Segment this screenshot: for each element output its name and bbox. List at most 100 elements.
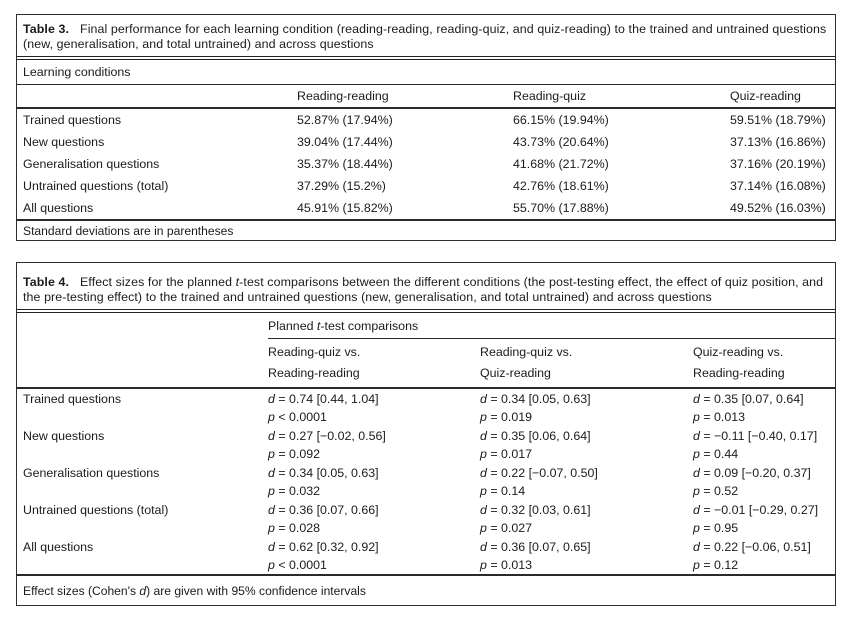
stat-cell: d = 0.27 [−0.02, 0.56] p = 0.092 xyxy=(268,427,480,463)
row-label: New questions xyxy=(23,429,105,443)
header-line1: Reading-quiz vs. xyxy=(268,345,361,359)
p-value: = 0.013 xyxy=(699,410,746,424)
table-row: Trained questions d = 0.74 [0.44, 1.04] … xyxy=(17,389,835,426)
table4-header-comparison-3: Quiz-reading vs. Reading-reading xyxy=(693,342,835,387)
d-symbol: d xyxy=(480,429,487,443)
d-line: d = −0.11 [−0.40, 0.17] xyxy=(693,427,835,445)
d-symbol: d xyxy=(268,540,275,554)
table3-group-header: Learning conditions xyxy=(23,65,131,79)
table4-header-comparison-1: Reading-quiz vs. Reading-reading xyxy=(268,342,480,387)
table4-spanner-underline xyxy=(268,338,835,339)
p-value: = 0.027 xyxy=(486,521,533,535)
p-value: = 0.95 xyxy=(699,521,739,535)
p-symbol: p xyxy=(480,447,487,461)
d-line: d = 0.22 [−0.07, 0.50] xyxy=(480,464,693,482)
p-symbol: p xyxy=(268,447,275,461)
d-value: = 0.35 [0.06, 0.64] xyxy=(486,429,591,443)
stat-cell: d = 0.36 [0.07, 0.65] p = 0.013 xyxy=(480,538,693,574)
p-value: = 0.52 xyxy=(699,484,739,498)
footnote-text-pre: Effect sizes (Cohen's xyxy=(23,584,140,598)
table3-panel: Table 3. Final performance for each learn… xyxy=(16,14,836,241)
d-symbol: d xyxy=(480,540,487,554)
d-symbol: d xyxy=(693,540,700,554)
p-value: = 0.44 xyxy=(699,447,739,461)
d-symbol: d xyxy=(268,503,275,517)
header-line2: Reading-reading xyxy=(268,366,360,380)
d-symbol: d xyxy=(693,503,700,517)
p-value: = 0.032 xyxy=(274,484,321,498)
row-label: Trained questions xyxy=(23,392,122,406)
p-symbol: p xyxy=(693,484,700,498)
d-symbol: d xyxy=(693,466,700,480)
stat-cell: d = 0.09 [−0.20, 0.37] p = 0.52 xyxy=(693,464,835,500)
stat-cell: d = 0.35 [0.06, 0.64] p = 0.017 xyxy=(480,427,693,463)
stat-cell: d = 0.32 [0.03, 0.61] p = 0.027 xyxy=(480,501,693,537)
table-row: New questions 39.04% (17.44%) 43.73% (20… xyxy=(17,131,835,153)
stat-cell: d = 0.22 [−0.07, 0.50] p = 0.14 xyxy=(480,464,693,500)
p-value: = 0.12 xyxy=(699,558,739,572)
cell-value: 59.51% (18.79%) xyxy=(730,113,826,127)
p-symbol: p xyxy=(693,521,700,535)
table4-header-empty xyxy=(23,342,268,387)
p-symbol: p xyxy=(480,521,487,535)
cell-value: 52.87% (17.94%) xyxy=(297,113,393,127)
cell-value: 49.52% (16.03%) xyxy=(730,201,826,215)
d-value: = −0.11 [−0.40, 0.17] xyxy=(699,429,818,443)
d-value: = 0.22 [−0.07, 0.50] xyxy=(486,466,598,480)
d-symbol: d xyxy=(480,466,487,480)
table3-header-reading-reading: Reading-reading xyxy=(297,89,389,103)
table3-header-reading-quiz: Reading-quiz xyxy=(513,89,587,103)
table4-rule-1 xyxy=(17,387,835,389)
d-line: d = 0.35 [0.07, 0.64] xyxy=(693,390,835,408)
table4-spanner-label: Planned t-test comparisons xyxy=(268,313,835,340)
table4-panel: Table 4. Effect sizes for the planned t-t… xyxy=(16,262,836,606)
p-value: = 0.092 xyxy=(274,447,321,461)
header-line1: Quiz-reading vs. xyxy=(693,345,784,359)
d-value: = 0.36 [0.07, 0.66] xyxy=(274,503,379,517)
table3-header-quiz-reading: Quiz-reading xyxy=(730,89,801,103)
table3-caption-divider xyxy=(17,56,835,60)
p-symbol: p xyxy=(480,410,487,424)
spanner-text-post: -test comparisons xyxy=(320,319,419,333)
cell-value: 43.73% (20.64%) xyxy=(513,135,609,149)
table3-header-empty xyxy=(23,85,297,107)
p-line: p = 0.95 xyxy=(693,519,835,537)
d-value: = 0.62 [0.32, 0.92] xyxy=(274,540,379,554)
stat-cell: d = −0.01 [−0.29, 0.27] p = 0.95 xyxy=(693,501,835,537)
d-line: d = 0.32 [0.03, 0.61] xyxy=(480,501,693,519)
cell-value: 37.16% (20.19%) xyxy=(730,157,826,171)
table-row: All questions 45.91% (15.82%) 55.70% (17… xyxy=(17,197,835,219)
row-label: All questions xyxy=(23,201,94,215)
p-line: p = 0.019 xyxy=(480,408,693,426)
d-line: d = 0.35 [0.06, 0.64] xyxy=(480,427,693,445)
p-line: p = 0.12 xyxy=(693,556,835,574)
d-value: = −0.01 [−0.29, 0.27] xyxy=(699,503,819,517)
header-line2: Reading-reading xyxy=(693,366,785,380)
table4-spanner-empty xyxy=(23,313,268,340)
row-label: New questions xyxy=(23,135,105,149)
cell-value: 45.91% (15.82%) xyxy=(297,201,393,215)
d-line: d = 0.36 [0.07, 0.65] xyxy=(480,538,693,556)
d-line: d = 0.09 [−0.20, 0.37] xyxy=(693,464,835,482)
d-value: = 0.35 [0.07, 0.64] xyxy=(699,392,804,406)
table3-caption-text: Final performance for each learning cond… xyxy=(23,22,827,51)
stat-cell: d = −0.11 [−0.40, 0.17] p = 0.44 xyxy=(693,427,835,463)
d-line: d = 0.62 [0.32, 0.92] xyxy=(268,538,480,556)
p-value: = 0.013 xyxy=(486,558,533,572)
d-symbol: d xyxy=(268,392,275,406)
p-symbol: p xyxy=(693,447,700,461)
table3-caption: Table 3. Final performance for each learn… xyxy=(17,15,835,56)
row-label: Generalisation questions xyxy=(23,157,160,171)
table4-column-header-row: Reading-quiz vs. Reading-reading Reading… xyxy=(17,339,835,387)
d-line: d = 0.36 [0.07, 0.66] xyxy=(268,501,480,519)
d-line: d = 0.22 [−0.06, 0.51] xyxy=(693,538,835,556)
d-symbol: d xyxy=(693,392,700,406)
row-label: Untrained questions (total) xyxy=(23,503,169,517)
p-value: = 0.019 xyxy=(486,410,533,424)
cell-value: 37.13% (16.86%) xyxy=(730,135,826,149)
spanner-italic-t: t xyxy=(316,319,321,333)
table3-rule-2 xyxy=(17,107,835,109)
table3-rule-1 xyxy=(17,84,835,85)
stat-cell: d = 0.74 [0.44, 1.04] p < 0.0001 xyxy=(268,390,480,426)
